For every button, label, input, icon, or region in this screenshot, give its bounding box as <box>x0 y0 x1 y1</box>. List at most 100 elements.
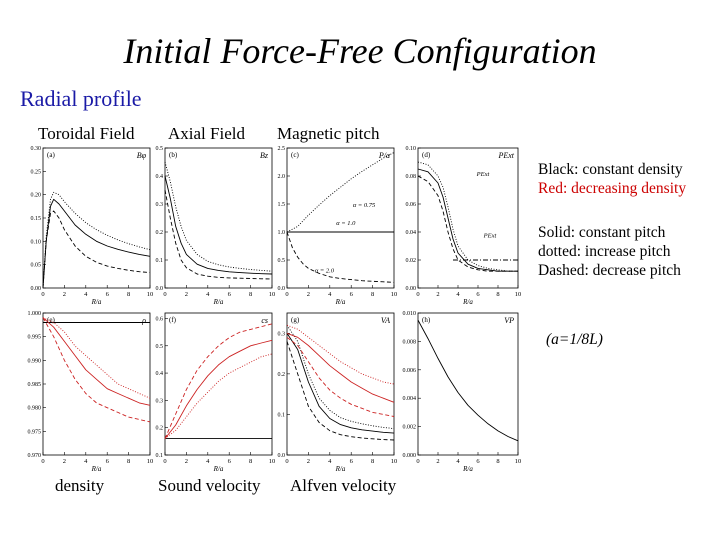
y-tick-label: 0.990 <box>28 358 42 364</box>
y-tick-label: 0.2 <box>156 426 164 432</box>
y-tick-label: 0.2 <box>278 372 286 378</box>
series-line-dotted-red <box>286 324 395 385</box>
series-line-dashed-black <box>417 175 518 272</box>
y-tick-label: 0.970 <box>28 453 42 459</box>
y-tick-label: 0.6 <box>156 316 164 322</box>
x-tick-label: 8 <box>496 291 499 298</box>
y-tick-label: 0.006 <box>403 368 417 374</box>
y-tick-label: 2.0 <box>278 174 286 180</box>
x-tick-label: 2 <box>185 458 188 465</box>
label-alfven-velocity: Alfven velocity <box>290 476 397 495</box>
x-tick-label: 0 <box>416 291 419 298</box>
legend-black-text: Black: constant density <box>538 161 683 178</box>
x-tick-label: 8 <box>249 458 252 465</box>
legend-dashed-text: Dashed: decrease pitch <box>538 262 681 279</box>
series-line-dotted-red <box>164 353 273 439</box>
x-tick-label: 8 <box>127 458 130 465</box>
x-axis-label: R/a <box>462 465 473 473</box>
x-tick-label: 6 <box>228 291 232 298</box>
chart-panel-1: 0 2 4 6 8 10 0.0 0.1 0.2 0.3 0.4 0.5 R/a (b) Bz <box>156 146 276 306</box>
x-tick-label: 0 <box>163 458 166 465</box>
y-tick-label: 0.975 <box>28 429 42 435</box>
series-line-dashed-black <box>164 189 273 280</box>
annotation: α = 2.0 <box>315 268 335 275</box>
label-axial-field: Axial Field <box>168 124 245 143</box>
x-tick-label: 10 <box>515 291 522 298</box>
x-tick-label: 6 <box>476 291 480 298</box>
y-tick-label: 0.15 <box>31 216 42 222</box>
series-line-solid-red <box>286 332 395 403</box>
x-axis-label: R/a <box>91 465 102 473</box>
panel-frame <box>286 147 395 289</box>
x-tick-label: 0 <box>41 291 44 298</box>
x-tick-label: 4 <box>456 458 460 465</box>
annotation: PExt <box>476 171 490 178</box>
x-tick-label: 6 <box>476 458 480 465</box>
x-tick-label: 2 <box>63 458 66 465</box>
chart-panel-6: 0 2 4 6 8 10 0.0 0.1 0.2 0.3 R/a (g) VA <box>278 312 397 473</box>
panel-letter: (f) <box>169 316 177 324</box>
annotation: PExt <box>483 233 497 240</box>
x-tick-label: 6 <box>106 291 110 298</box>
x-axis-label: R/a <box>91 298 102 306</box>
x-tick-label: 8 <box>496 458 499 465</box>
series-line-dotted-red <box>42 317 151 399</box>
x-tick-label: 2 <box>63 291 66 298</box>
y-tick-label: 0.30 <box>31 146 42 152</box>
x-tick-label: 6 <box>350 458 354 465</box>
x-tick-label: 6 <box>228 458 232 465</box>
x-tick-label: 6 <box>106 458 110 465</box>
y-tick-label: 0.10 <box>406 146 417 152</box>
chart-panel-7: 0 2 4 6 8 10 0.000 0.002 0.004 0.006 0.008 0.010 R/a… <box>403 311 522 473</box>
x-axis-label: R/a <box>335 298 346 306</box>
y-tick-label: 0.1 <box>156 453 164 459</box>
legend-dotted-text: dotted: increase pitch <box>538 243 671 260</box>
panel-title: PExt <box>497 151 514 160</box>
x-axis-label: R/a <box>462 298 473 306</box>
chart-panel-4: 0 2 4 6 8 10 0.970 0.975 0.980 0.985 0.990 0.995 1.0… <box>28 311 154 473</box>
y-tick-label: 0.3 <box>156 202 164 208</box>
y-tick-label: 0.05 <box>31 263 42 269</box>
x-tick-label: 10 <box>147 291 154 298</box>
y-tick-label: 0.08 <box>406 174 417 180</box>
y-tick-label: 0.02 <box>406 258 417 264</box>
x-tick-label: 8 <box>249 291 252 298</box>
y-tick-label: 0.002 <box>403 425 417 431</box>
series-line-dotted-black <box>286 324 395 430</box>
slide-subtitle: Radial profile <box>20 86 142 111</box>
x-tick-label: 2 <box>307 458 310 465</box>
annotation: α = 0.75 <box>353 202 376 209</box>
x-axis-label: R/a <box>213 298 224 306</box>
y-tick-label: 0.008 <box>403 339 417 345</box>
panel-frame <box>164 312 273 456</box>
panel-title: Bz <box>260 151 269 160</box>
panel-title: cs <box>261 316 268 325</box>
series-line-dashed-black <box>42 210 151 289</box>
x-tick-label: 4 <box>84 291 88 298</box>
y-tick-label: 0.04 <box>406 230 417 236</box>
y-tick-label: 0.0 <box>278 286 286 292</box>
x-tick-label: 10 <box>269 458 276 465</box>
series-line-solid-red <box>164 339 273 439</box>
x-axis-label: R/a <box>335 465 346 473</box>
chart-panel-2: 0 2 4 6 8 10 0.0 0.5 1.0 1.5 2.0 2.5 R/a (c) P/a α = 0.… <box>278 146 398 306</box>
chart-panel-3: 0 2 4 6 8 10 0.00 0.02 0.04 0.06 0.08 0.10 R/a (d) PEx… <box>406 146 522 306</box>
panel-letter: (h) <box>422 316 431 324</box>
y-tick-label: 0.20 <box>31 193 42 199</box>
series-line-dotted-black <box>417 161 518 272</box>
x-tick-label: 4 <box>206 291 210 298</box>
x-tick-label: 4 <box>328 291 332 298</box>
y-tick-label: 0.5 <box>156 344 164 350</box>
series-line-dotted-black <box>42 191 151 289</box>
label-sound-velocity: Sound velocity <box>158 476 261 495</box>
x-tick-label: 0 <box>41 458 44 465</box>
x-tick-label: 4 <box>328 458 332 465</box>
y-tick-label: 0.3 <box>156 398 164 404</box>
x-tick-label: 10 <box>515 458 522 465</box>
x-tick-label: 2 <box>436 291 439 298</box>
x-tick-label: 0 <box>163 291 166 298</box>
panel-title: VP <box>504 316 514 325</box>
y-tick-label: 0.1 <box>278 412 286 418</box>
panel-title: ρ <box>141 316 146 325</box>
